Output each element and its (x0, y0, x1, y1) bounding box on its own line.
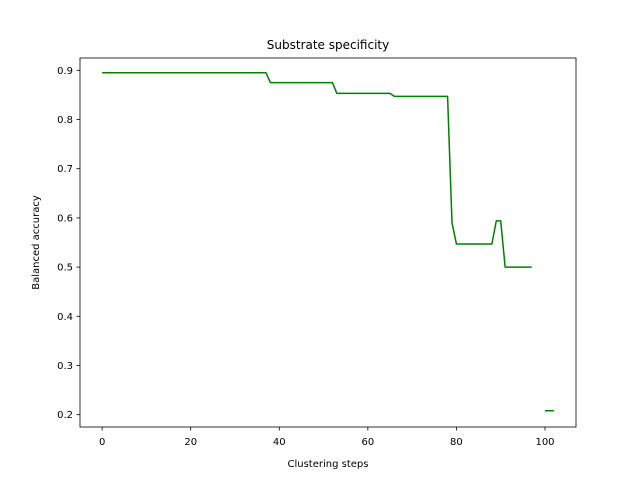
y-tick-label: 0.6 (57, 213, 73, 224)
x-tick-label: 0 (99, 437, 105, 448)
y-tick-label: 0.4 (57, 312, 73, 323)
y-axis: 0.2 0.3 0.4 0.5 0.6 0.7 0.8 0.9 (57, 66, 80, 421)
x-tick-label: 20 (184, 437, 197, 448)
y-tick-label: 0.8 (57, 115, 73, 126)
series-line-group (102, 72, 554, 412)
chart-title: Substrate specificity (267, 38, 389, 52)
x-tick-label: 40 (273, 437, 286, 448)
y-tick-label: 0.5 (57, 263, 73, 274)
series-line-segment-1 (102, 72, 532, 268)
y-tick-label: 0.3 (57, 361, 73, 372)
x-axis-label: Clustering steps (288, 459, 369, 470)
x-tick-label: 80 (450, 437, 463, 448)
y-tick-label: 0.9 (57, 66, 73, 77)
x-tick-label: 60 (361, 437, 374, 448)
x-tick-label: 100 (535, 437, 554, 448)
y-tick-label: 0.2 (57, 410, 73, 421)
plot-area-frame (79, 57, 577, 428)
x-axis: 0 20 40 60 80 100 (99, 427, 555, 448)
y-tick-label: 0.7 (57, 164, 73, 175)
y-axis-label: Balanced accuracy (31, 195, 42, 290)
